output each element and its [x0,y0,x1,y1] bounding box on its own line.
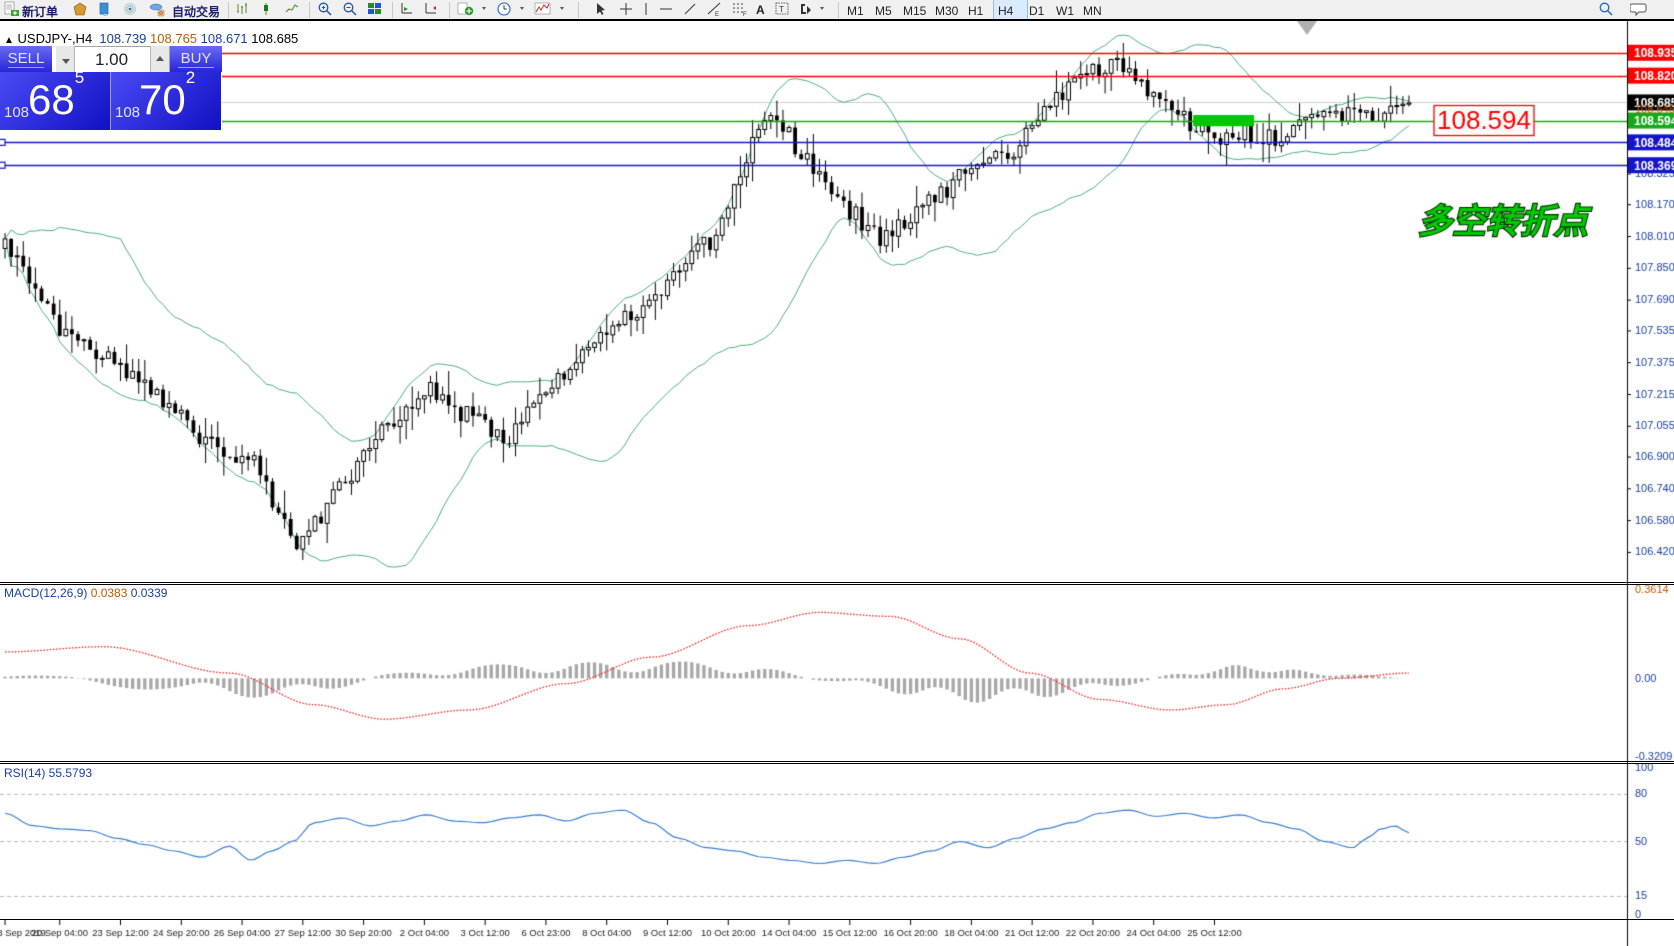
svg-text:E: E [715,12,719,17]
svg-text:T: T [779,5,784,14]
svg-text:F: F [743,12,747,17]
